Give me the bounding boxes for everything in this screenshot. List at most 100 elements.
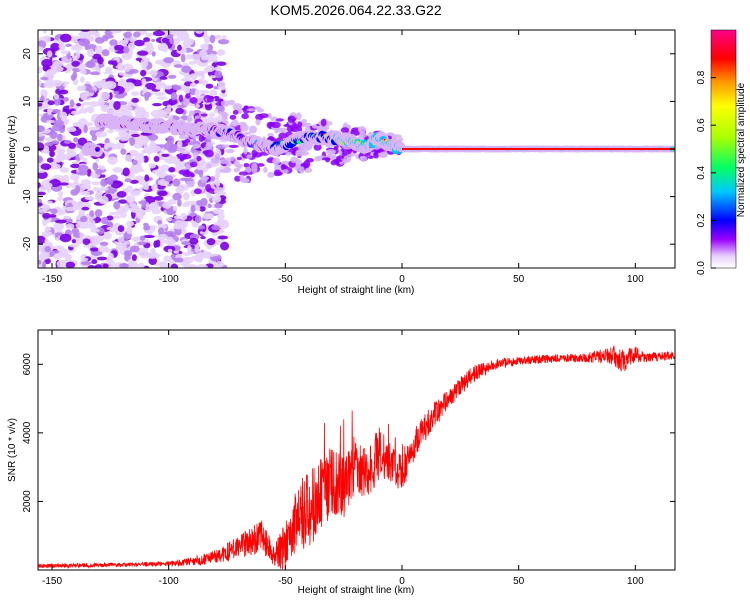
spectrogram-noise-cell: [153, 155, 160, 162]
spectrogram-noise-cell: [78, 208, 85, 217]
spectrogram-noise-cell: [137, 175, 142, 181]
colorbar-tick-label: 0.6: [696, 118, 707, 132]
spectrogram-noise-cell: [106, 176, 114, 186]
spectrogram-noise-cell: [88, 101, 100, 107]
spectrogram-noise-cell: [111, 60, 118, 66]
spectrogram-noise-cell: [107, 156, 118, 165]
spectrogram-noise-cell: [58, 43, 65, 50]
spectrogram-scatter-cell: [380, 152, 387, 158]
spectrogram-noise-cell: [134, 236, 139, 240]
spectrogram-noise-cell: [78, 63, 87, 72]
spectrogram-noise-cell: [120, 104, 133, 113]
spectrogram-noise-cell: [113, 100, 121, 110]
spectrogram-noise-cell: [163, 56, 175, 64]
spectrogram-noise-cell: [157, 43, 169, 52]
spectrogram-scatter-cell: [280, 127, 287, 134]
colorbar: 0.0 0.2 0.4 0.6 0.8 Normalized spectral ampl…: [696, 29, 747, 275]
spectrogram-scatter-cell: [325, 157, 331, 163]
spectrogram-noise-cell: [163, 107, 172, 115]
spectrogram-noise-cell: [91, 259, 98, 265]
spectrogram-noise-cell: [115, 65, 124, 69]
spectrogram-scatter-cell: [185, 93, 191, 99]
spectrogram-noise-cell: [134, 106, 146, 115]
spectrogram-noise-cell: [50, 208, 58, 215]
snr-x-ticks: -150 -100 -50 0 50 100: [42, 330, 644, 587]
x-tick-label: 100: [627, 576, 644, 587]
spectrogram-scatter-cell: [238, 171, 249, 176]
spectrogram-noise-cell: [149, 142, 157, 151]
spectrogram-noise-cell: [84, 196, 95, 200]
spectrogram-noise-cell: [157, 233, 168, 240]
spectrogram-noise-cell: [52, 124, 64, 132]
spectrogram-scatter-cell: [373, 151, 379, 156]
spectrogram-scatter-cell: [278, 132, 287, 139]
spectrogram-scatter-cell: [287, 115, 296, 123]
spectrogram-scatter-cell: [286, 125, 294, 133]
spectrogram-noise-cell: [38, 155, 43, 163]
spectrogram-noise-cell: [148, 256, 158, 266]
colorbar-label: Normalized spectral amplitude: [736, 82, 747, 217]
snr-panel: -150 -100 -50 0 50 100 2000 4000 6000 Height of…: [7, 329, 676, 596]
spectrogram-noise-cell: [143, 225, 151, 231]
spectrogram-scatter-cell: [232, 109, 239, 115]
colorbar-ticks: 0.0 0.2 0.4 0.6 0.8: [696, 70, 716, 275]
spectrogram-noise-cell: [170, 263, 179, 268]
spectrogram-scatter-cell: [192, 151, 199, 158]
spectrogram-noise-cell: [145, 32, 155, 37]
spectrogram-noise-cell: [43, 35, 51, 43]
spectrogram-scatter-cell: [297, 121, 303, 128]
spectrogram-noise-cell: [145, 205, 152, 212]
spectrogram-noise-cell: [206, 238, 216, 246]
spectrogram-noise-cell: [47, 200, 53, 205]
spectrogram-scatter-cell: [333, 158, 343, 163]
spectrogram-noise-cell: [221, 35, 227, 40]
spectrogram-noise-cell: [169, 31, 180, 35]
spectrogram-noise-cell: [165, 217, 173, 222]
spectrogram-scatter-cell: [343, 155, 352, 163]
spectrogram-noise-cell: [131, 254, 137, 262]
spectrogram-noise-cell: [159, 76, 168, 80]
spectrogram-scatter-cell: [274, 164, 283, 172]
spectrogram-noise-cell: [131, 97, 139, 103]
spectrogram-scatter-cell: [248, 125, 258, 134]
spectrogram-noise-cell: [40, 76, 49, 81]
spectrogram-noise-cell: [206, 193, 213, 199]
spectrogram-x-ticks: -150 -100 -50 0 50 100: [42, 30, 644, 285]
spectrogram-noise-cell: [214, 203, 223, 209]
spectrogram-noise-cell: [132, 190, 141, 196]
spectrogram-noise-cell: [148, 163, 156, 169]
spectrogram-noise-cell: [59, 111, 68, 119]
spectrogram-noise-cell: [53, 93, 60, 100]
spectrogram-noise-cell: [79, 232, 85, 238]
spectrogram-noise-cell: [126, 225, 133, 235]
spectrogram-noise-cell: [217, 211, 225, 221]
spectrogram-noise-cell: [81, 206, 90, 211]
spectrogram-noise-cell: [38, 102, 43, 107]
x-tick-label: -150: [42, 274, 62, 285]
spectrogram-noise-cell: [190, 53, 201, 61]
spectrogram-noise-cell: [89, 247, 100, 252]
spectrogram-y-ticks: -20 -10 0 10 20: [22, 48, 675, 251]
spectrogram-noise-cell: [195, 103, 200, 109]
spectrogram-scatter-cell: [188, 110, 195, 116]
spectrogram-scatter-cell: [296, 112, 302, 121]
spectrogram-scatter-cell: [220, 100, 230, 107]
spectrogram-noise-cell: [68, 142, 76, 149]
spectrogram-scatter-cell: [251, 162, 258, 171]
spectrogram-noise-cell: [157, 227, 165, 235]
spectrogram-noise-cell: [184, 74, 192, 79]
spectrogram-noise-cell: [114, 44, 125, 51]
spectrogram-noise-cell: [58, 89, 69, 95]
spectrogram-noise-cell: [80, 261, 92, 266]
spectrogram-noise-cell: [162, 85, 173, 90]
spectrogram-noise-cell: [96, 256, 108, 261]
spectrogram-noise-cell: [195, 161, 204, 171]
spectrogram-scatter-cell: [233, 160, 240, 167]
spectrogram-scatter-cell: [223, 166, 232, 174]
spectrogram-noise-cell: [194, 244, 200, 253]
spectrogram-scatter-cell: [238, 163, 243, 168]
spectrogram-noise-cell: [143, 249, 148, 255]
spectrogram-noise-cell: [97, 245, 109, 253]
spectrogram-noise-cell: [103, 232, 112, 240]
spectrogram-scatter-cell: [202, 150, 210, 155]
